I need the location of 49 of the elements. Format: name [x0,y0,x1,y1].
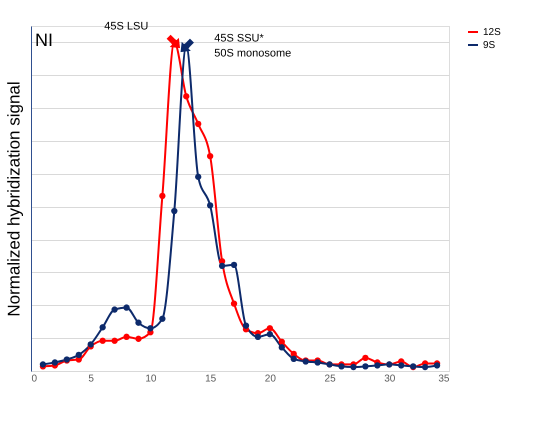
point [135,336,142,342]
x-tick-label: 0 [32,374,38,384]
point [290,356,297,362]
legend-label: 9S [483,40,496,51]
point [362,354,369,362]
annotation: NI [35,30,53,50]
point [230,262,238,268]
x-tick-label: 35 [438,374,450,384]
point [99,338,106,344]
x-tick-label: 15 [205,374,217,384]
point [123,304,130,311]
point [147,325,154,332]
point [135,320,142,326]
legend-label: 12S [483,27,502,38]
x-tick-label: 20 [264,374,276,384]
point [266,331,274,338]
y-axis-title: Normalized hybridization signal [4,81,24,317]
point [171,208,178,214]
point [374,362,381,369]
point [242,322,250,329]
point [111,338,118,344]
annotation: 45S SSU* 50S monosome [214,32,292,60]
point [350,364,357,370]
point [278,338,285,345]
point [159,316,166,322]
point [99,324,106,330]
annotation: 45S LSU [104,20,148,32]
point [159,192,166,200]
point [111,306,118,313]
point [195,174,202,180]
point [278,344,285,350]
point [206,152,214,160]
point [422,364,428,370]
point [206,202,214,209]
point [266,325,274,332]
point [76,352,82,358]
point [123,334,130,340]
x-tick-label: 30 [384,374,396,384]
point [254,334,262,340]
x-tick-label: 10 [145,374,157,384]
point [195,120,202,128]
point [362,363,369,370]
x-tick-label: 5 [88,374,94,384]
x-tick-label: 25 [324,374,336,384]
point [218,262,226,270]
point [183,93,190,100]
point [52,359,58,366]
point [398,362,404,369]
point [230,300,238,307]
